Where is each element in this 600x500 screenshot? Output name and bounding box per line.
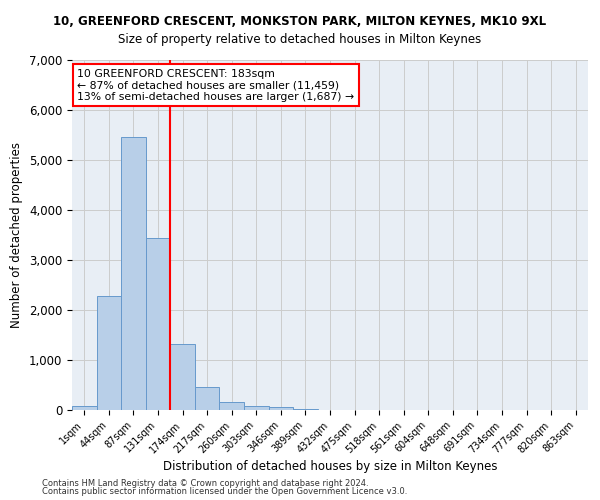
Bar [293, 408, 318, 410]
Bar [72, 406, 97, 410]
Text: Contains HM Land Registry data © Crown copyright and database right 2024.: Contains HM Land Registry data © Crown c… [42, 478, 368, 488]
Y-axis label: Number of detached properties: Number of detached properties [10, 142, 23, 328]
Text: 10, GREENFORD CRESCENT, MONKSTON PARK, MILTON KEYNES, MK10 9XL: 10, GREENFORD CRESCENT, MONKSTON PARK, M… [53, 15, 547, 28]
Text: Size of property relative to detached houses in Milton Keynes: Size of property relative to detached ho… [118, 32, 482, 46]
Bar [146, 238, 170, 410]
Text: 10 GREENFORD CRESCENT: 183sqm
← 87% of detached houses are smaller (11,459)
13% : 10 GREENFORD CRESCENT: 183sqm ← 87% of d… [77, 69, 354, 102]
Bar [269, 407, 293, 410]
Bar [195, 386, 220, 410]
X-axis label: Distribution of detached houses by size in Milton Keynes: Distribution of detached houses by size … [163, 460, 497, 473]
Bar [97, 296, 121, 410]
Text: Contains public sector information licensed under the Open Government Licence v3: Contains public sector information licen… [42, 488, 407, 496]
Bar [244, 406, 269, 410]
Bar [121, 136, 146, 410]
Bar [220, 402, 244, 410]
Bar [170, 344, 195, 410]
